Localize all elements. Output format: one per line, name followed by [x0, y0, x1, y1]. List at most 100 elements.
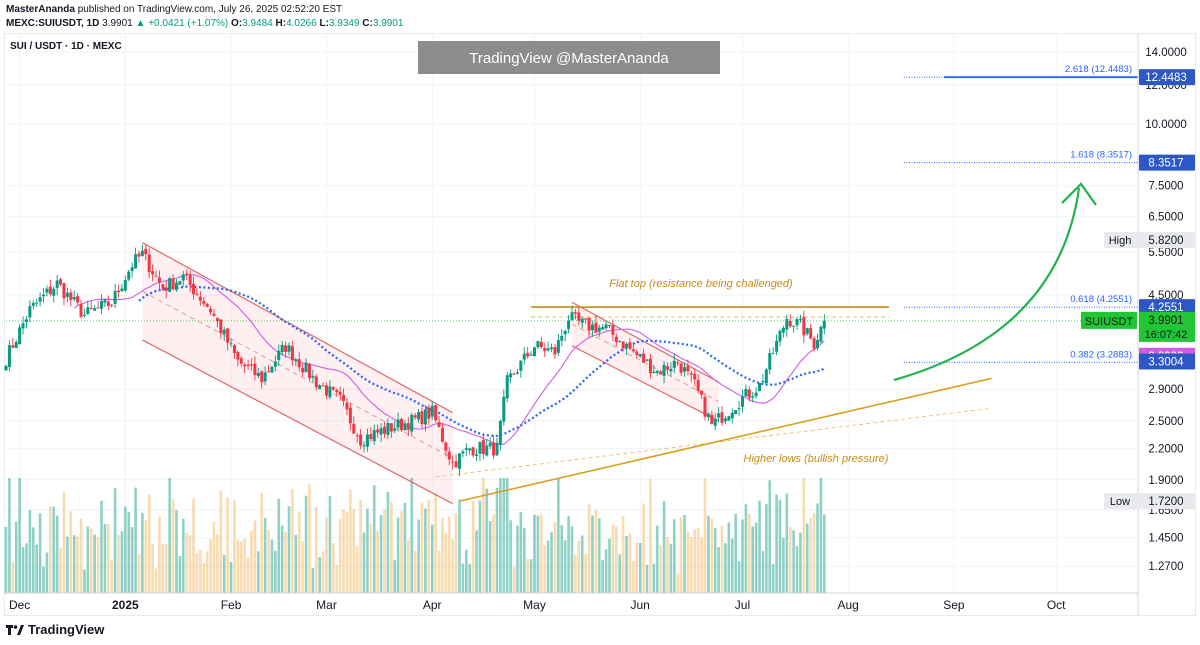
- ohlc-line: MEXC:SUIUSDT, 1D 3.9901 ▲ +0.0421 (+1.07…: [6, 18, 404, 29]
- candle-body: [253, 363, 257, 376]
- volume-bar: [335, 564, 339, 593]
- price-chart[interactable]: 2.618 (12.4483) 1.618 (8.3517) 0.618 (4.25…: [3, 32, 1197, 617]
- candle-body: [611, 325, 615, 335]
- channel-top-line: [142, 242, 453, 414]
- candle-body: [369, 434, 373, 440]
- volume-bar: [485, 488, 489, 593]
- volume-bar: [584, 553, 587, 593]
- candle-body: [362, 445, 366, 447]
- fib-level-label: 0.382 (3.2883): [1070, 349, 1132, 360]
- candle-body: [550, 347, 554, 350]
- y-tick-label: 2.9000: [1148, 384, 1183, 396]
- candle-body: [778, 330, 782, 342]
- chart-frame[interactable]: 2.618 (12.4483) 1.618 (8.3517) 0.618 (4.25…: [3, 32, 1197, 617]
- volume-bar: [134, 487, 137, 593]
- volume-bar: [383, 509, 386, 593]
- y-tick-label: 2.2000: [1148, 443, 1183, 455]
- volume-bar: [468, 564, 472, 593]
- candle-body: [795, 319, 799, 326]
- symbol-line: MEXC:SUIUSDT, 1D: [6, 18, 100, 29]
- candle-body: [819, 326, 823, 342]
- candle-body: [652, 371, 656, 373]
- candle-body: [382, 426, 386, 434]
- volume-bar: [263, 517, 267, 593]
- candle-body: [55, 280, 59, 288]
- volume-bar: [799, 532, 802, 593]
- candle-body: [144, 248, 148, 255]
- fib-level-label: 0.618 (4.2551): [1070, 294, 1132, 305]
- candle-body: [723, 418, 727, 422]
- volume-bar: [471, 500, 475, 593]
- candle-body: [532, 347, 536, 357]
- volume-bar: [765, 504, 768, 593]
- candle-body: [127, 271, 131, 280]
- candle-body: [260, 371, 264, 383]
- volume-bar: [652, 563, 656, 593]
- candle-body: [563, 330, 567, 335]
- volume-bar: [413, 551, 417, 593]
- volume-bar: [611, 524, 615, 593]
- volume-bar: [482, 478, 485, 593]
- symbol-tag-text: SUIUSDT: [1085, 316, 1134, 328]
- volume-bar: [724, 543, 727, 593]
- candle-body: [229, 343, 233, 345]
- candle-body: [393, 428, 397, 431]
- volume-bar: [345, 511, 349, 593]
- candle-body: [781, 327, 785, 333]
- candle-body: [301, 367, 305, 373]
- volume-bar: [710, 518, 714, 593]
- bullish-arrow-icon: [893, 187, 1081, 382]
- candle-body: [65, 292, 69, 297]
- footer-brand[interactable]: TradingView: [6, 622, 104, 637]
- y-tick-label: 1.4500: [1148, 533, 1183, 545]
- volume-bar: [713, 528, 717, 593]
- candle-body: [761, 381, 765, 383]
- candle-body: [512, 373, 516, 375]
- volume-bar: [62, 491, 66, 593]
- volume-bar: [154, 568, 158, 593]
- candle-body: [239, 358, 243, 364]
- candle-body: [287, 345, 291, 352]
- y-tick-label: 10.0000: [1145, 119, 1187, 131]
- candle-body: [758, 382, 762, 392]
- candle-body: [788, 321, 792, 327]
- candle-body: [314, 376, 318, 388]
- candle-body: [82, 314, 86, 316]
- volume-bar: [700, 537, 703, 593]
- volume-bar: [563, 540, 567, 593]
- volume-bar: [45, 552, 49, 593]
- candle-body: [570, 312, 574, 320]
- volume-bar: [151, 544, 154, 593]
- volume-bar: [233, 499, 236, 593]
- candle-body: [52, 288, 56, 296]
- volume-bar: [21, 547, 25, 593]
- channel-bottom-line: [142, 339, 453, 505]
- candle-body: [754, 392, 758, 397]
- watermark-text: TradingView @MasterAnanda: [469, 50, 669, 67]
- candle-body: [267, 371, 271, 373]
- volume-bar: [389, 501, 393, 593]
- volume-bar: [297, 511, 301, 593]
- candle-body: [123, 279, 127, 291]
- candle-body: [785, 318, 789, 330]
- candle-body: [730, 412, 734, 419]
- candle-body: [621, 341, 625, 349]
- author-name[interactable]: MasterAnanda: [6, 4, 75, 15]
- hl-tag-text: High: [1109, 235, 1132, 247]
- candle-body: [475, 454, 479, 456]
- candle-body: [515, 372, 519, 374]
- candle-body: [222, 329, 226, 335]
- candle-body: [171, 278, 175, 290]
- candle-body: [437, 422, 441, 427]
- volume-bar: [164, 544, 168, 593]
- candle-body: [62, 283, 66, 299]
- tradingview-logo-icon: [6, 624, 24, 635]
- candle-body: [72, 296, 76, 300]
- volume-bar: [393, 559, 396, 593]
- volume-bar: [141, 513, 144, 593]
- volume-bar: [328, 496, 332, 593]
- volume-bar: [683, 515, 686, 593]
- volume-bar: [768, 480, 772, 593]
- volume-bar: [802, 478, 806, 593]
- volume-bar: [294, 535, 298, 593]
